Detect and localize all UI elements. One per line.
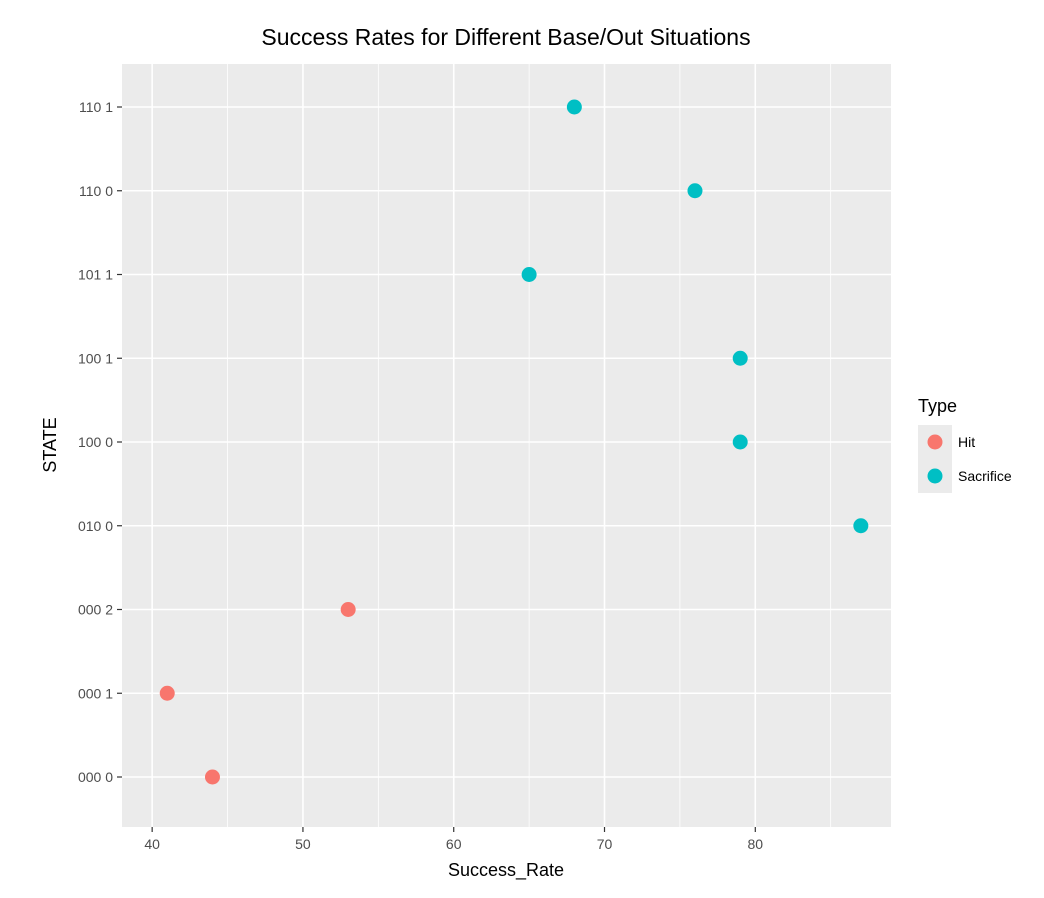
data-point-hit (159, 685, 175, 701)
data-point-sacrifice (732, 434, 748, 450)
legend-key-hit (927, 434, 943, 450)
data-point-sacrifice (853, 518, 869, 534)
data-point-sacrifice (687, 183, 703, 199)
y-tick-label: 010 0 (78, 518, 113, 534)
y-tick-label: 110 0 (79, 183, 113, 199)
data-point-sacrifice (521, 267, 537, 282)
y-tick-label: 100 0 (78, 434, 113, 450)
chart-title: Success Rates for Different Base/Out Sit… (261, 24, 750, 50)
x-axis: 40 50 60 70 80 (144, 827, 763, 852)
plot-panel (122, 64, 891, 827)
y-tick-label: 000 1 (78, 685, 113, 701)
y-axis-title: STATE (40, 417, 60, 472)
x-tick-label: 50 (295, 836, 311, 852)
x-tick-label: 70 (597, 836, 613, 852)
legend-title: Type (918, 396, 957, 416)
legend-entries: Hit Sacrifice (918, 425, 1012, 493)
y-axis: 000 0 000 1 000 2 010 0 100 0 100 1 101 1 110 0… (78, 99, 122, 785)
data-point-sacrifice (732, 350, 748, 366)
legend-label: Sacrifice (958, 468, 1012, 484)
legend: Type Hit Sacrifice (918, 396, 1012, 493)
y-tick-label: 101 1 (78, 267, 113, 283)
x-tick-label: 60 (446, 836, 462, 852)
data-point-hit (204, 769, 220, 785)
grid-lines (122, 64, 891, 827)
data-point-hit (340, 602, 356, 617)
y-tick-label: 000 0 (78, 769, 113, 785)
x-tick-label: 80 (748, 836, 764, 852)
legend-key-sacrifice (927, 468, 943, 484)
y-tick-label: 000 2 (78, 602, 113, 618)
y-tick-label: 110 1 (79, 99, 113, 115)
x-tick-label: 40 (144, 836, 160, 852)
y-tick-label: 100 1 (78, 350, 113, 366)
data-points (159, 99, 869, 785)
x-axis-title: Success_Rate (448, 860, 564, 881)
data-point-sacrifice (566, 99, 582, 115)
legend-label: Hit (958, 434, 975, 450)
